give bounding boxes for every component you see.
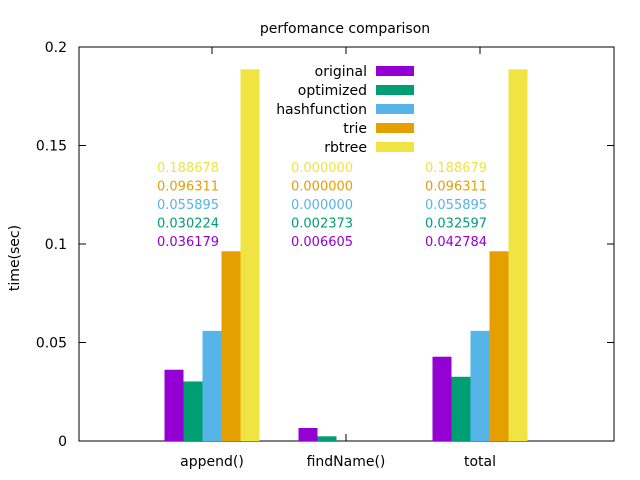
value-annotation: 0.032597 [425, 217, 487, 232]
bar-trie-0 [221, 251, 241, 441]
value-annotation: 0.036179 [157, 235, 219, 250]
value-annotation: 0.096311 [157, 180, 219, 195]
value-annotations: 0.188678 0.096311 0.055895 0.030224 0.036179… [157, 161, 487, 250]
bar-trie-2 [489, 251, 509, 441]
bar-optimized-1 [317, 436, 337, 441]
bar-original-2 [432, 356, 452, 441]
legend-swatch-trie [376, 123, 414, 133]
value-annotation: 0.002373 [291, 217, 353, 232]
legend: original optimized hashfunction trie rbtree [276, 64, 414, 156]
value-annotation: 0.096311 [425, 180, 487, 195]
legend-label-rbtree: rbtree [324, 140, 367, 156]
legend-swatch-rbtree [376, 142, 414, 152]
bars [164, 69, 528, 442]
value-annotation: 0.006605 [291, 235, 353, 250]
y-tick-label: 0.15 [36, 139, 67, 155]
legend-label-trie: trie [343, 121, 367, 137]
y-tick-label: 0.1 [45, 237, 67, 253]
x-tick-label: append() [180, 454, 244, 470]
value-annotation: 0.188679 [425, 161, 487, 176]
value-annotation: 0.030224 [157, 217, 219, 232]
x-tick-label: findName() [307, 454, 386, 470]
bar-hashfunction-2 [470, 330, 490, 441]
legend-swatch-hashfunction [376, 104, 414, 114]
legend-label-hashfunction: hashfunction [276, 102, 367, 118]
y-tick-label: 0 [58, 434, 67, 450]
bar-original-0 [164, 369, 184, 441]
value-annotation: 0.055895 [425, 198, 487, 213]
legend-swatch-optimized [376, 85, 414, 95]
y-axis: 0 0.05 0.1 0.15 0.2 [36, 40, 614, 450]
x-tick-label: total [464, 454, 496, 470]
y-tick-label: 0.2 [45, 40, 67, 56]
value-annotation: 0.042784 [425, 235, 487, 250]
legend-label-optimized: optimized [298, 83, 367, 99]
value-annotation: 0.188678 [157, 161, 219, 176]
legend-label-original: original [315, 64, 367, 80]
y-tick-label: 0.05 [36, 336, 67, 352]
bar-optimized-2 [451, 376, 471, 441]
value-annotation: 0.000000 [291, 161, 353, 176]
x-axis: append() findName() total [180, 47, 496, 470]
legend-swatch-original [376, 66, 414, 76]
bar-hashfunction-0 [202, 330, 222, 441]
bar-rbtree-0 [240, 69, 260, 442]
bar-rbtree-2 [508, 69, 528, 441]
bar-optimized-0 [183, 381, 203, 441]
value-annotation: 0.055895 [157, 198, 219, 213]
chart-title: perfomance comparison [260, 21, 430, 37]
bar-original-1 [298, 427, 318, 441]
y-axis-label: time(sec) [7, 225, 23, 291]
value-annotation: 0.000000 [291, 180, 353, 195]
value-annotation: 0.000000 [291, 198, 353, 213]
